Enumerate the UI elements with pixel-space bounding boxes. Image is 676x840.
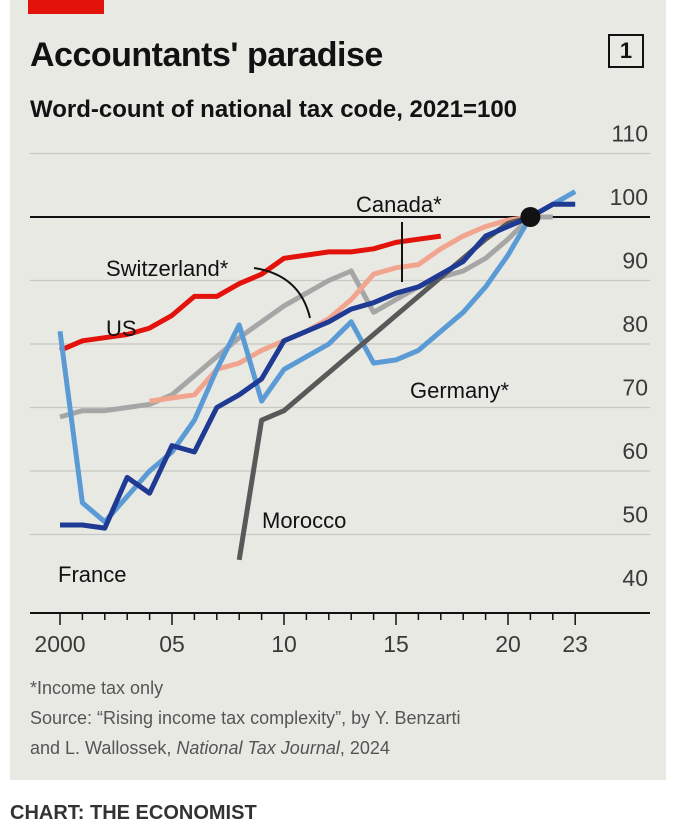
footnote: *Income tax only: [30, 678, 164, 698]
chart-credit: CHART: THE ECONOMIST: [10, 802, 257, 824]
chart-card: [10, 0, 666, 780]
series-line-switzerland: [59, 214, 553, 420]
x-tick-label: 10: [271, 631, 297, 657]
chart-title: Accountants' paradise: [30, 36, 383, 74]
label-switzerland: Switzerland*: [106, 256, 229, 281]
chart-number-badge: 1: [608, 34, 644, 68]
series-line-france: [60, 201, 576, 531]
label-germany: Germany*: [410, 378, 509, 403]
y-tick-label: 110: [611, 121, 648, 147]
reference-point-marker: [520, 207, 541, 227]
label-callouts: [253, 222, 403, 319]
source-line-2: and L. Wallossek, National Tax Journal, …: [30, 738, 390, 759]
x-axis-ticks: 2000 05 10 15 20 23: [30, 612, 650, 657]
y-axis-ticks: 110 100 90 80 70 60 50 40: [610, 121, 648, 592]
label-canada: Canada*: [356, 192, 442, 217]
y-tick-label: 60: [622, 438, 648, 464]
source-line-1: Source: “Rising income tax complexity”, …: [30, 708, 461, 728]
label-morocco: Morocco: [262, 508, 346, 533]
line-chart: 110 100 90 80 70 60 50 40 2000 05 10 15 20 23 US Swi…: [30, 121, 650, 657]
x-tick-label: 05: [159, 631, 185, 657]
source-authors: and L. Wallossek,: [30, 738, 177, 758]
series-lines: [57, 189, 577, 561]
y-tick-label: 80: [622, 311, 648, 337]
y-tick-label: 40: [622, 565, 648, 591]
y-tick-label: 100: [610, 184, 648, 210]
source-journal: National Tax Journal: [176, 738, 340, 758]
series-labels: US Switzerland* Canada* Germany* Morocco…: [58, 192, 509, 587]
y-tick-label: 70: [622, 375, 648, 401]
label-us: US: [106, 316, 137, 341]
x-tick-label: 20: [495, 631, 521, 657]
switzerland-callout-line: [253, 267, 311, 319]
x-tick-label: 2000: [34, 631, 85, 657]
y-tick-label: 90: [622, 248, 648, 274]
economist-red-tag: [28, 0, 104, 14]
label-france: France: [58, 562, 126, 587]
chart-subtitle: Word-count of national tax code, 2021=10…: [30, 96, 518, 123]
x-tick-label: 23: [562, 631, 588, 657]
series-line-germany: [57, 189, 577, 525]
series-line-canada: [149, 214, 531, 404]
grid: [30, 152, 650, 536]
x-tick-label: 15: [383, 631, 409, 657]
series-line-us: [59, 233, 442, 353]
y-tick-label: 50: [622, 502, 648, 528]
source-year: , 2024: [339, 738, 390, 758]
